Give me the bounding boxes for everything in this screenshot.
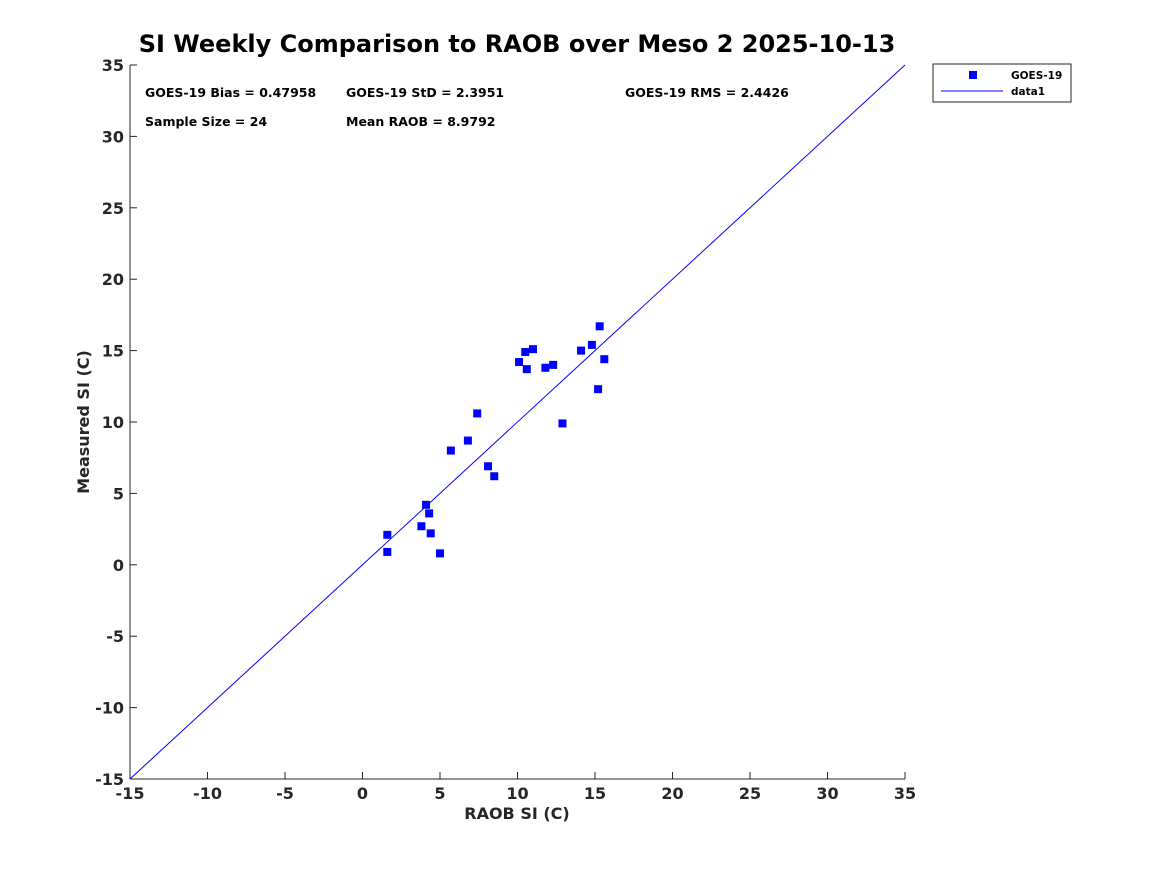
chart-title: SI Weekly Comparison to RAOB over Meso 2…: [139, 30, 896, 58]
x-tick-label: 15: [584, 784, 606, 803]
reference-line-data1: [129, 64, 906, 780]
y-tick-label: 35: [102, 56, 124, 75]
data-point: [383, 547, 392, 556]
stat-sample-size: Sample Size = 24: [145, 114, 267, 129]
y-tick-label: -10: [95, 699, 124, 718]
x-axis-ticks: -15 -10 -5 0 5 10 15 20 25 30 35: [116, 772, 916, 803]
y-tick-label: 20: [102, 270, 124, 289]
data-point: [541, 363, 550, 372]
y-tick-label: 5: [113, 484, 124, 503]
y-tick-label: 10: [102, 413, 124, 432]
data-point: [463, 436, 472, 445]
scatter-series-goes19: [383, 322, 609, 558]
x-tick-label: 10: [506, 784, 528, 803]
data-point: [600, 355, 609, 364]
data-point: [587, 340, 596, 349]
x-tick-label: 35: [894, 784, 916, 803]
data-point: [383, 530, 392, 539]
stat-std: GOES-19 StD = 2.3951: [346, 85, 504, 100]
x-tick-label: 0: [357, 784, 368, 803]
data-point: [594, 385, 603, 394]
x-tick-label: -15: [116, 784, 145, 803]
stat-rms: GOES-19 RMS = 2.4426: [625, 85, 789, 100]
legend-label-data1: data1: [1011, 86, 1045, 98]
data-point: [422, 500, 431, 509]
stat-bias: GOES-19 Bias = 0.47958: [145, 85, 316, 100]
data-point: [417, 522, 426, 531]
legend-marker-square: [969, 71, 977, 79]
y-axis-ticks: -15 -10 -5 0 5 10 15 20 25 30 35: [95, 56, 137, 789]
data-point: [446, 446, 455, 455]
data-point: [426, 529, 435, 538]
data-point: [436, 549, 444, 558]
y-tick-label: -5: [106, 627, 124, 646]
legend: GOES-19 data1: [932, 63, 1072, 103]
x-tick-label: 20: [661, 784, 683, 803]
y-tick-label: -15: [95, 770, 124, 789]
y-tick-label: 30: [102, 127, 124, 146]
data-point: [473, 409, 482, 418]
data-point: [595, 322, 604, 331]
data-point: [522, 365, 531, 374]
data-point: [515, 358, 524, 367]
data-point: [558, 419, 567, 428]
data-point: [577, 346, 586, 355]
x-tick-label: 25: [739, 784, 761, 803]
data-point: [425, 509, 434, 518]
y-tick-label: 25: [102, 199, 124, 218]
data-point: [549, 360, 558, 369]
data-point: [529, 345, 537, 354]
y-tick-label: 15: [102, 342, 124, 361]
data-point: [490, 472, 499, 481]
stat-mean-raob: Mean RAOB = 8.9792: [346, 114, 495, 129]
x-tick-label: -10: [193, 784, 222, 803]
y-tick-label: 0: [113, 556, 124, 575]
data-point: [484, 462, 493, 471]
legend-box: [932, 63, 1072, 103]
legend-label-goes19: GOES-19: [1011, 70, 1062, 82]
data-point: [521, 348, 530, 357]
x-axis-label: RAOB SI (C): [464, 804, 569, 823]
x-tick-label: 5: [434, 784, 445, 803]
x-tick-label: 30: [816, 784, 838, 803]
x-tick-label: -5: [276, 784, 294, 803]
y-axis-label: Measured SI (C): [74, 350, 93, 494]
